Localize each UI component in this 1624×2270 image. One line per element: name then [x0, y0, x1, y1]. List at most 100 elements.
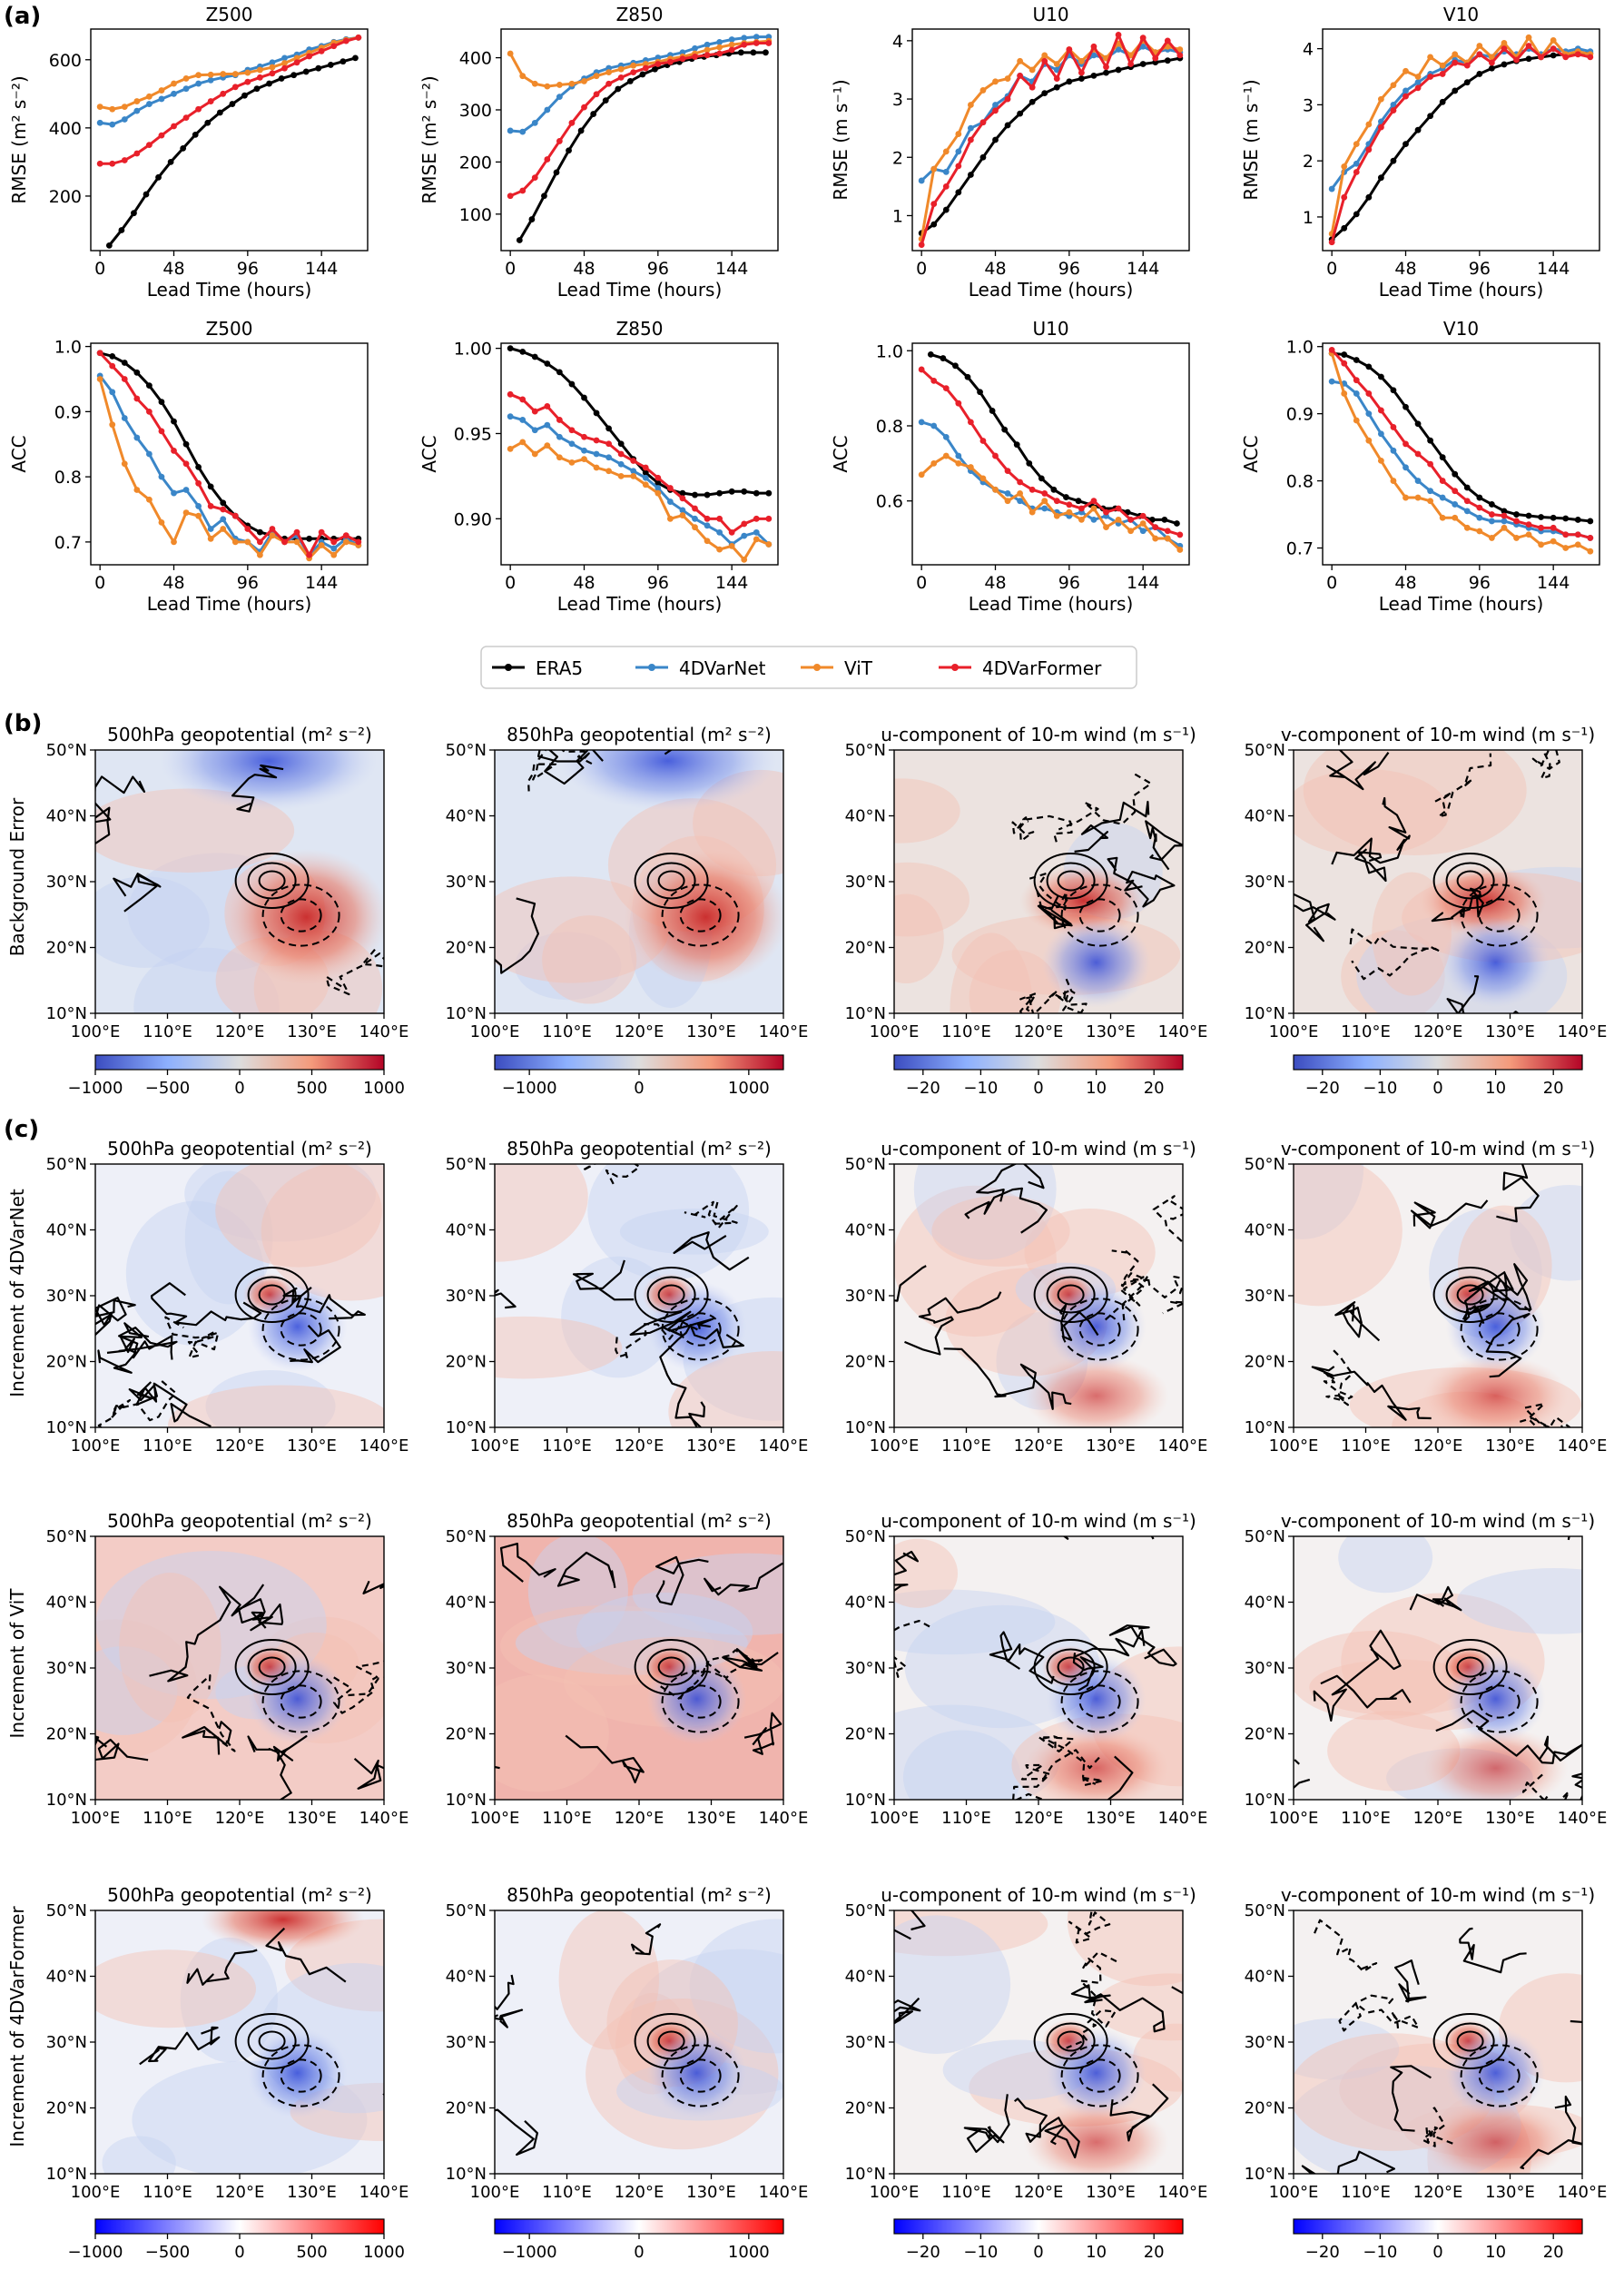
series-line-4dvarnet: [99, 35, 359, 126]
lon-tick-label: 110°E: [1341, 1809, 1391, 1828]
data-point: [679, 55, 686, 63]
x-axis-label: Lead Time (hours): [147, 593, 312, 615]
data-point: [655, 474, 662, 481]
data-point: [1587, 518, 1594, 525]
legend-label: ERA5: [536, 657, 583, 679]
data-point: [918, 471, 925, 479]
chart-frame: [500, 342, 779, 566]
contour-line: [238, 1598, 284, 1632]
data-point: [1090, 43, 1097, 50]
data-point: [531, 450, 538, 458]
data-point: [544, 442, 551, 449]
data-point: [605, 69, 613, 76]
data-point: [605, 468, 613, 475]
negative-anomaly: [159, 750, 378, 811]
data-point: [507, 192, 514, 200]
data-point: [269, 70, 276, 77]
data-point: [1390, 157, 1397, 164]
data-point: [544, 421, 551, 429]
x-tick-label: 0: [505, 573, 516, 593]
lat-tick-label: 20°N: [46, 939, 87, 958]
closed-contour: [258, 2030, 286, 2052]
lon-tick-label: 130°E: [1086, 2183, 1136, 2202]
contour-line: [894, 1997, 921, 2025]
panel-label-c: (c): [4, 1116, 39, 1143]
data-point: [737, 49, 744, 56]
data-point: [556, 433, 563, 440]
data-point: [1390, 424, 1397, 430]
chart-u10-acc: 0 48 96 144 0.6 0.8 1.0 U10 Lead Time (hours) ACC: [830, 318, 1190, 615]
row-title-4dvarnet: Increment of 4DVarNet: [6, 1189, 28, 1397]
contour-line: [149, 1584, 265, 1683]
data-point: [133, 98, 141, 104]
field-patch: [102, 2136, 176, 2174]
field-patch: [1341, 930, 1445, 1013]
contour-line: [1338, 1994, 1420, 2032]
data-point: [979, 119, 987, 126]
data-point: [171, 80, 177, 87]
data-point: [1390, 101, 1397, 108]
map-title: 500hPa geopotential (m² s⁻²): [107, 724, 372, 745]
lat-tick-label: 20°N: [446, 939, 487, 958]
lon-tick-label: 130°E: [287, 2183, 337, 2202]
data-point: [544, 106, 551, 114]
data-point: [1004, 75, 1011, 82]
data-point: [1574, 531, 1581, 538]
lon-tick-label: 100°E: [870, 1809, 920, 1828]
data-point: [1501, 508, 1508, 515]
data-point: [182, 460, 190, 468]
data-point: [1403, 141, 1409, 148]
data-point: [602, 97, 609, 104]
contour-line: [1410, 1199, 1489, 1229]
data-point: [581, 104, 587, 111]
closed-contour: [1046, 862, 1096, 900]
data-point: [942, 433, 950, 440]
data-point: [109, 160, 116, 167]
chart-z500-acc: 0 48 96 144 0.7 0.8 0.9 1.0 Z500 Lead Time (hours…: [8, 318, 369, 615]
closed-contour: [1057, 1284, 1085, 1306]
map-title: 850hPa geopotential (m² s⁻²): [507, 1510, 772, 1532]
contour-line: [290, 1324, 341, 1364]
data-point: [256, 74, 263, 81]
data-point: [1004, 490, 1011, 497]
lon-tick-label: 100°E: [1269, 2183, 1319, 2202]
closed-contour-dashed: [1060, 883, 1139, 947]
field-patch: [969, 950, 1061, 1013]
data-point: [630, 62, 637, 69]
data-point: [1353, 377, 1360, 384]
data-point: [655, 489, 662, 497]
data-point: [1063, 494, 1069, 500]
map-field: [495, 1536, 783, 1800]
contour-line: [943, 1347, 1072, 1410]
colorbar-bar: [94, 2218, 385, 2235]
colorbar-tick-label: 500: [296, 2243, 327, 2262]
lon-tick-label: 120°E: [215, 1809, 265, 1828]
data-point: [753, 34, 760, 41]
data-point: [930, 422, 938, 429]
data-point: [318, 528, 325, 536]
data-point: [1427, 498, 1434, 505]
lat-tick-label: 30°N: [46, 2033, 87, 2052]
closed-contour-dashed: [1078, 898, 1121, 933]
series-line-4dvarformer: [99, 351, 359, 558]
lon-tick-label: 110°E: [542, 1809, 592, 1828]
data-point: [1328, 346, 1335, 353]
colorbar-tick-label: 0: [634, 2243, 644, 2262]
x-tick-label: 96: [1058, 573, 1080, 593]
data-point: [992, 452, 999, 459]
data-point: [967, 464, 974, 470]
data-point: [158, 428, 165, 435]
data-point: [1053, 512, 1060, 519]
data-point: [1452, 501, 1459, 508]
lon-tick-label: 130°E: [1086, 1436, 1136, 1456]
lon-tick-label: 110°E: [143, 1809, 192, 1828]
data-point: [992, 102, 999, 108]
contour-line: [894, 1265, 927, 1302]
lon-tick-label: 110°E: [143, 1022, 192, 1041]
data-point: [1414, 74, 1422, 80]
contour-line: [1294, 893, 1336, 943]
data-point: [269, 526, 276, 532]
data-point: [158, 399, 165, 405]
closed-contour-dashed: [1460, 2044, 1539, 2107]
